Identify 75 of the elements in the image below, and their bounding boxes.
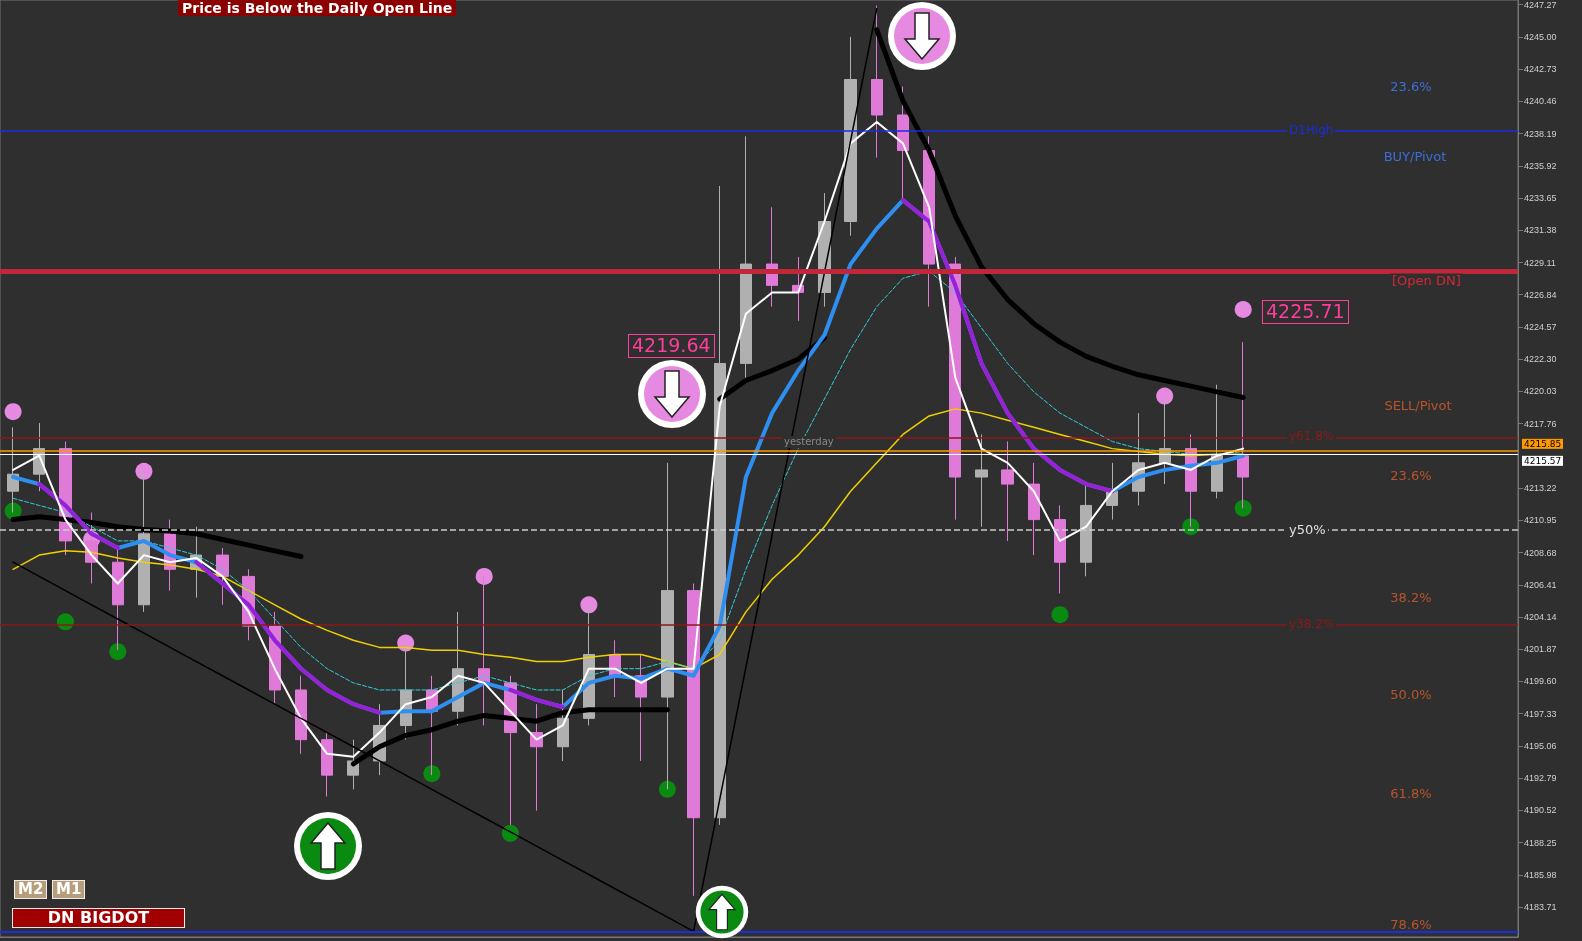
- status-badge: DN BIGDOT: [12, 908, 185, 929]
- y-tick-label: 4247.27: [1524, 0, 1557, 10]
- y-tick-label: 4226.84: [1524, 289, 1557, 300]
- annotation: BUY/Pivot: [1383, 149, 1447, 165]
- y-tick-label: 4233.65: [1524, 193, 1557, 204]
- y-tick-label: 4197.33: [1524, 708, 1557, 719]
- candlestick: [557, 689, 569, 762]
- point: [109, 643, 127, 661]
- annotation: 50.0%: [1390, 687, 1432, 703]
- y-tick-label: 4185.98: [1524, 869, 1557, 880]
- candlestick: [740, 135, 752, 379]
- annotation: 23.6%: [1390, 468, 1432, 484]
- y-tick-label: 4235.92: [1524, 160, 1557, 171]
- ref-line-label: 4215.57: [1522, 455, 1564, 466]
- y-tick-label: 4245.00: [1524, 31, 1557, 42]
- y-tick-label: 4183.71: [1524, 902, 1557, 913]
- y-tick-label: 4231.38: [1524, 225, 1557, 236]
- annotation: 78.6%: [1390, 917, 1432, 933]
- ref-line-label: y50%: [1287, 521, 1328, 538]
- chart-title: Price is Below the Daily Open Line: [178, 0, 457, 17]
- candlestick: [975, 433, 988, 528]
- y-tick-label: 4188.25: [1524, 837, 1557, 848]
- annotation: 61.8%: [1390, 786, 1432, 802]
- y-tick-label: 4229.11: [1524, 257, 1556, 268]
- y-tick-label: 4204.14: [1524, 612, 1557, 622]
- candlestick: [1080, 483, 1092, 577]
- point: [423, 765, 441, 783]
- candlestick: [112, 547, 124, 651]
- ref-line-label: y61.8%: [1287, 429, 1337, 445]
- annotation: 38.2%: [1390, 590, 1432, 606]
- timeframe-button: M2: [14, 880, 48, 900]
- candlestick: [1054, 504, 1066, 594]
- annotation: SELL/Pivot: [1384, 398, 1452, 414]
- y-tick-label: 4206.41: [1524, 579, 1557, 590]
- point: [475, 567, 493, 585]
- candlestick: [321, 732, 333, 797]
- y-tick-label: 4199.60: [1524, 676, 1557, 687]
- point: [1234, 499, 1252, 517]
- y-tick-label: 4213.22: [1524, 483, 1557, 494]
- candlestick: [687, 583, 700, 897]
- point: [1051, 606, 1069, 624]
- annotation: 23.6%: [1390, 79, 1432, 95]
- y-tick-label: 4242.73: [1524, 64, 1557, 75]
- annotation: 4219.64: [628, 334, 715, 358]
- y-tick-label: 4224.57: [1524, 321, 1557, 332]
- point: [4, 403, 22, 421]
- y-tick-label: 4220.03: [1524, 386, 1557, 397]
- timeframe-button: M1: [52, 880, 86, 900]
- annotation: 4225.71: [1262, 300, 1349, 324]
- candlestick: [871, 5, 883, 159]
- candlestick: [295, 675, 307, 755]
- candlestick: [1001, 441, 1014, 542]
- point: [658, 780, 676, 798]
- candlestick: [844, 36, 857, 237]
- ref-line-label: y38.2%: [1287, 616, 1337, 632]
- y-tick-label: 4190.52: [1524, 805, 1557, 816]
- candlestick: [1028, 462, 1040, 556]
- point: [580, 596, 598, 614]
- point: [1156, 387, 1174, 405]
- ref-line-label: 4215.85: [1522, 438, 1564, 449]
- y-tick-label: 4208.68: [1524, 547, 1557, 558]
- y-tick-label: 4217.76: [1524, 418, 1557, 429]
- y-tick-label: 4201.87: [1524, 644, 1557, 655]
- ref-line-label: [Open DN]: [1390, 272, 1463, 289]
- y-tick-label: 4192.79: [1524, 773, 1557, 784]
- y-tick-label: 4240.46: [1524, 96, 1557, 107]
- candlestick: [1237, 341, 1249, 509]
- ref-line-label: D1High: [1287, 122, 1336, 138]
- y-tick-label: 4195.06: [1524, 740, 1557, 751]
- y-tick-label: 4238.19: [1524, 128, 1557, 139]
- annotation: yesterday: [782, 436, 836, 448]
- y-tick-label: 4222.30: [1524, 354, 1557, 365]
- point: [1234, 301, 1252, 318]
- y-tick-label: 4210.95: [1524, 515, 1557, 526]
- point: [135, 462, 153, 480]
